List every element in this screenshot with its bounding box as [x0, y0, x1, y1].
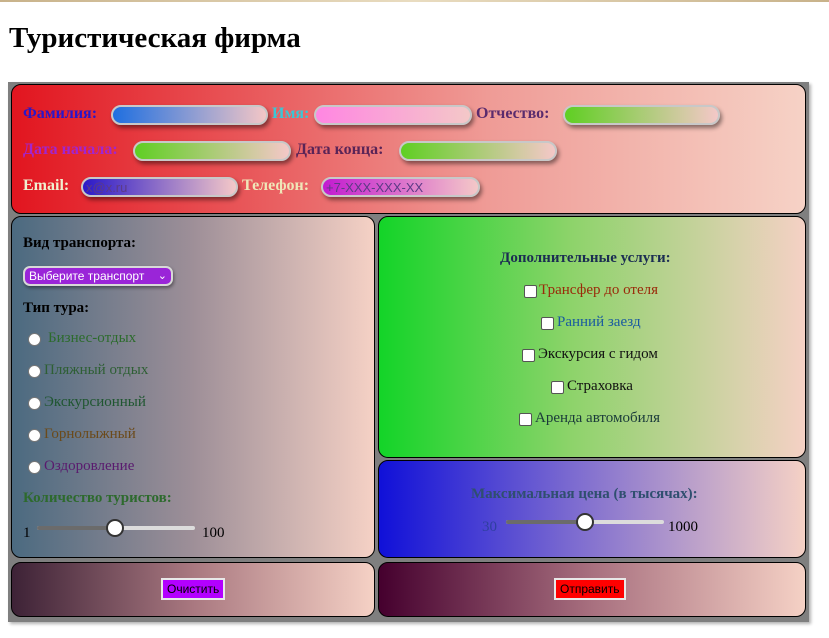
send-button[interactable]: Отправить	[554, 578, 626, 600]
transport-select-value: Выберите транспорт	[29, 269, 145, 283]
checkbox-car-rental[interactable]	[519, 413, 532, 426]
price-slider-thumb[interactable]	[576, 513, 594, 531]
start-date-label: Дата начала:	[23, 141, 118, 158]
radio-business-label: Бизнес-отдых	[48, 330, 137, 346]
radio-business[interactable]	[28, 333, 41, 346]
phone-label: Телефон:	[242, 177, 310, 194]
patronymic-label: Отчество:	[476, 105, 550, 122]
send-panel: Отправить	[378, 562, 806, 617]
price-panel: Максимальная цена (в тысячах): 30 1000	[378, 460, 806, 558]
tour-type-label: Тип тура:	[23, 300, 90, 316]
checkbox-early-checkin[interactable]	[541, 317, 554, 330]
phone-input[interactable]: +7-XXX-XXX-XX	[321, 177, 480, 197]
name-input[interactable]	[314, 105, 472, 125]
checkbox-insurance[interactable]	[551, 381, 564, 394]
price-max: 1000	[668, 519, 698, 535]
radio-health[interactable]	[28, 461, 41, 474]
price-slider[interactable]	[506, 513, 664, 531]
tourists-slider[interactable]	[37, 519, 195, 537]
patronymic-input[interactable]	[563, 105, 720, 125]
tourists-max: 100	[202, 525, 225, 541]
checkbox-guided-tour-label: Экскурсия с гидом	[538, 346, 658, 362]
email-input[interactable]: x@x.ru	[81, 177, 238, 197]
checkbox-transfer-label: Трансфер до отеля	[539, 282, 659, 298]
clear-panel: Очистить	[11, 562, 375, 617]
radio-ski-label: Горнолыжный	[44, 426, 136, 442]
checkbox-car-rental-label: Аренда автомобиля	[535, 410, 661, 426]
transport-select[interactable]: Выберите транспорт ⌄	[23, 266, 173, 286]
radio-beach[interactable]	[28, 365, 41, 378]
tourists-min: 1	[23, 525, 31, 541]
surname-label: Фамилия:	[23, 105, 98, 122]
phone-placeholder: +7-XXX-XXX-XX	[326, 180, 424, 195]
radio-beach-label: Пляжный отдых	[44, 362, 149, 378]
services-panel: Дополнительные услуги: Трансфер до отеля…	[378, 216, 806, 458]
price-slider-fill	[506, 520, 585, 524]
tourists-slider-thumb[interactable]	[106, 519, 125, 537]
services-label: Дополнительные услуги:	[500, 250, 671, 266]
email-placeholder: x@x.ru	[86, 180, 128, 195]
end-date-input[interactable]	[399, 141, 557, 161]
price-label: Максимальная цена (в тысячах):	[471, 486, 698, 502]
end-date-label: Дата конца:	[296, 141, 384, 158]
top-border	[0, 0, 829, 2]
price-min: 30	[482, 519, 497, 535]
clear-button[interactable]: Очистить	[161, 578, 226, 600]
radio-ski[interactable]	[28, 429, 41, 442]
transport-panel: Вид транспорта: Выберите транспорт ⌄ Тип…	[11, 216, 375, 558]
checkbox-guided-tour[interactable]	[522, 349, 535, 362]
radio-excursion[interactable]	[28, 397, 41, 410]
email-label: Email:	[23, 177, 70, 194]
tourists-label: Количество туристов:	[23, 490, 172, 506]
checkbox-transfer[interactable]	[524, 285, 537, 298]
name-label: Имя:	[272, 105, 310, 122]
start-date-input[interactable]	[133, 141, 291, 161]
tourists-slider-fill	[37, 526, 116, 530]
page-title: Туристическая фирма	[9, 22, 301, 54]
surname-input[interactable]	[111, 105, 268, 125]
checkbox-insurance-label: Страховка	[567, 378, 633, 394]
personal-info-panel: Фамилия: Имя: Отчество: Дата начала: Дат…	[11, 84, 806, 214]
tour-form: Фамилия: Имя: Отчество: Дата начала: Дат…	[8, 82, 809, 622]
radio-health-label: Оздоровление	[44, 458, 135, 474]
chevron-down-icon: ⌄	[157, 270, 167, 282]
checkbox-early-checkin-label: Ранний заезд	[557, 314, 641, 330]
radio-excursion-label: Экскурсионный	[44, 394, 146, 410]
transport-label: Вид транспорта:	[23, 235, 137, 251]
